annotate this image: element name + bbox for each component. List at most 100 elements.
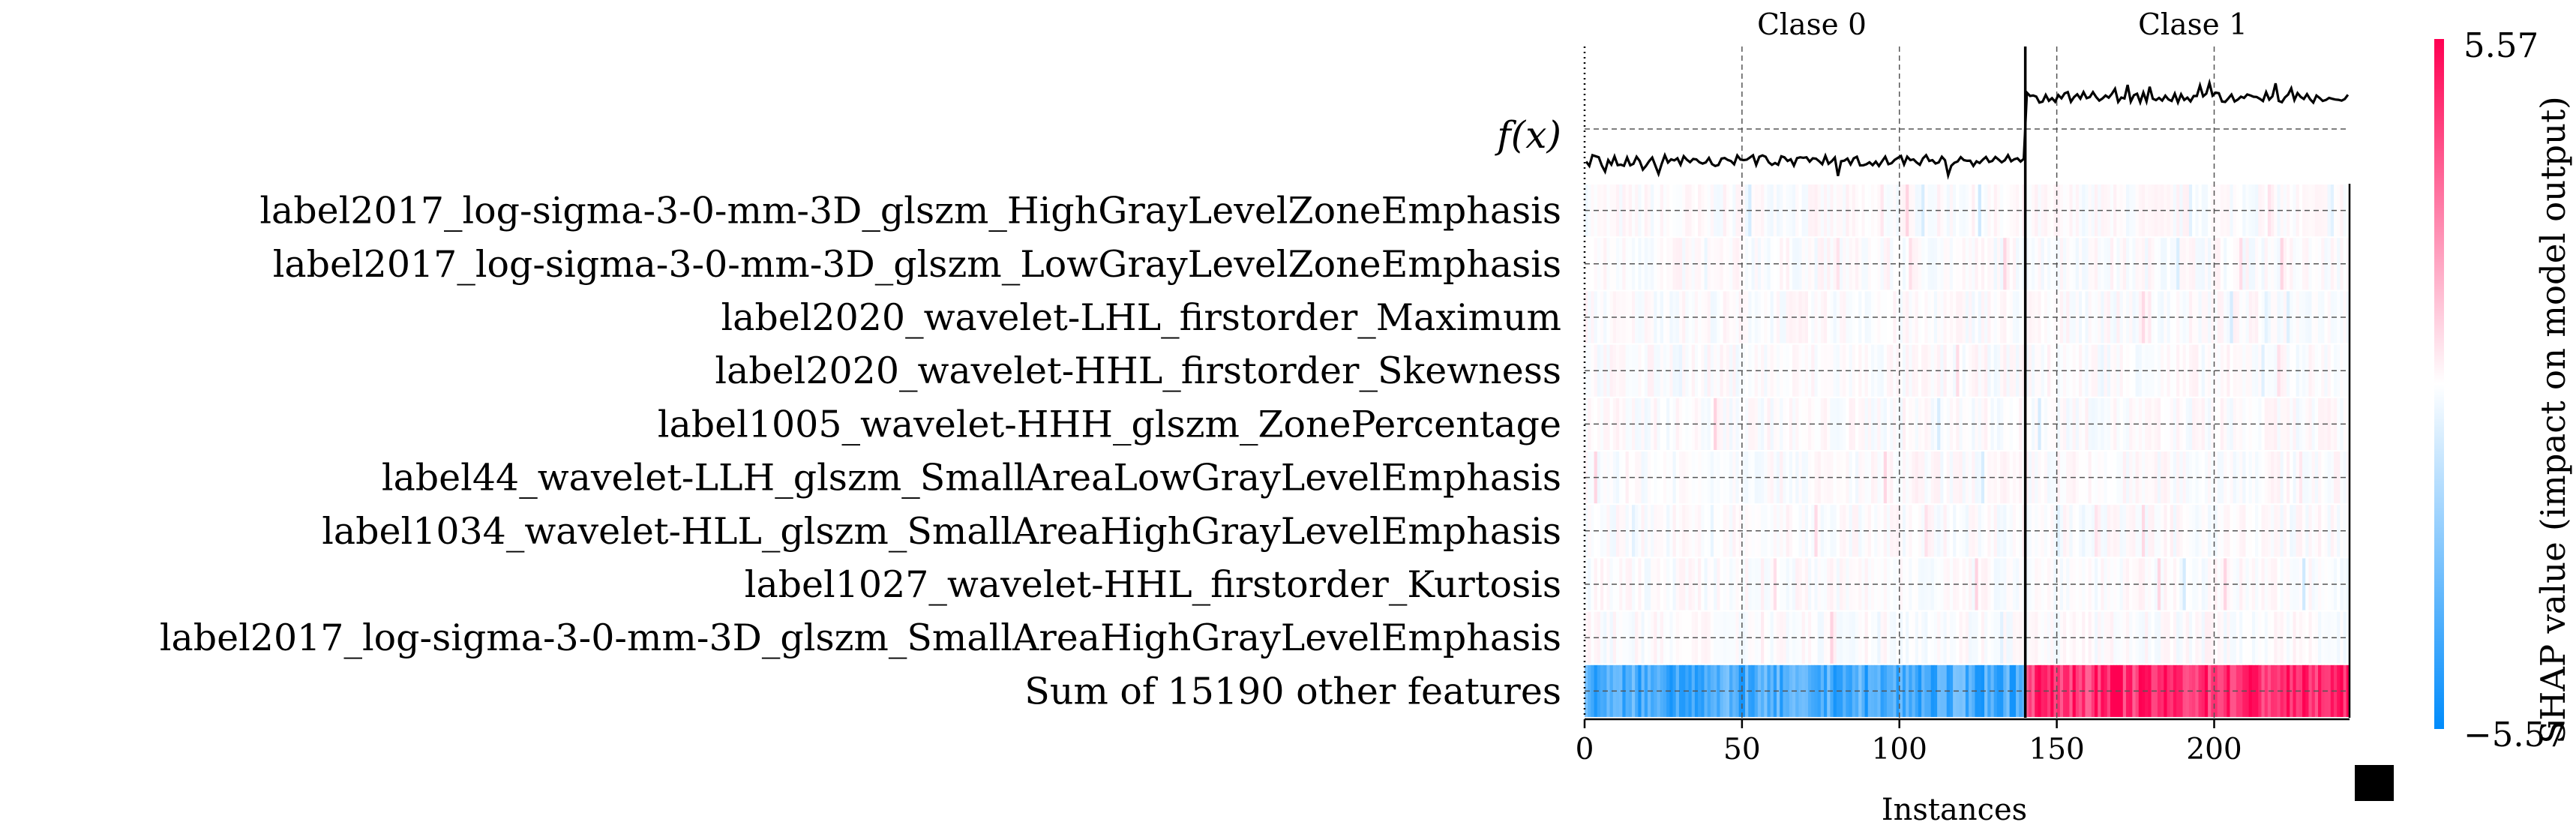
heatmap-cell bbox=[1672, 291, 1677, 344]
heatmap-cell bbox=[1824, 558, 1828, 610]
heatmap-cell bbox=[1959, 238, 1963, 290]
heatmap-cell bbox=[1924, 291, 1929, 344]
heatmap-cell bbox=[2264, 184, 2269, 237]
heatmap-cell bbox=[1798, 664, 1803, 717]
heatmap-cell bbox=[1867, 291, 1872, 344]
heatmap-cell bbox=[2302, 452, 2306, 504]
heatmap-cell bbox=[2220, 291, 2224, 344]
heatmap-cell bbox=[2003, 238, 2008, 290]
heatmap-cell bbox=[2337, 398, 2341, 450]
heatmap-cell bbox=[2066, 238, 2071, 290]
heatmap-cell bbox=[1969, 184, 1972, 237]
heatmap-cell bbox=[2056, 184, 2061, 237]
heatmap-cell bbox=[2293, 558, 2297, 610]
heatmap-cell bbox=[1635, 184, 1639, 237]
heatmap-cell bbox=[1833, 558, 1837, 610]
heatmap-cell bbox=[1930, 238, 1935, 290]
heatmap-cell bbox=[1660, 664, 1664, 717]
heatmap-cell bbox=[2302, 344, 2306, 397]
heatmap-cell bbox=[1717, 664, 1721, 717]
heatmap-cell bbox=[2337, 184, 2341, 237]
heatmap-cell bbox=[2274, 291, 2278, 344]
heatmap-cell bbox=[1833, 291, 1837, 344]
heatmap-cell bbox=[2075, 238, 2080, 290]
heatmap-cell bbox=[2056, 505, 2061, 557]
heatmap-cell bbox=[2293, 291, 2297, 344]
heatmap-cell bbox=[1663, 344, 1667, 397]
heatmap-cell bbox=[1635, 238, 1639, 290]
heatmap-cell bbox=[2066, 344, 2071, 397]
heatmap-cell bbox=[1663, 505, 1667, 557]
heatmap-cell bbox=[2050, 291, 2055, 344]
heatmap-cell bbox=[1984, 291, 1988, 344]
heatmap-cell bbox=[1669, 344, 1674, 397]
heatmap-cell bbox=[2041, 452, 2045, 504]
heatmap-cell bbox=[1726, 505, 1730, 557]
heatmap-cell bbox=[2041, 505, 2045, 557]
heatmap-cell bbox=[1795, 452, 1800, 504]
heatmap-cell bbox=[1717, 505, 1721, 557]
heatmap-cell bbox=[1678, 452, 1683, 504]
heatmap-cell bbox=[1906, 505, 1909, 557]
heatmap-cell bbox=[1688, 344, 1693, 397]
heatmap-cell bbox=[2346, 664, 2350, 717]
heatmap-cell bbox=[1672, 558, 1677, 610]
feature-label: label1005_wavelet-HHH_glszm_ZonePercenta… bbox=[658, 403, 1561, 446]
heatmap-cell bbox=[2230, 398, 2234, 450]
heatmap-cell bbox=[2148, 184, 2152, 237]
heatmap-cell bbox=[2003, 344, 2008, 397]
heatmap-cell bbox=[2283, 238, 2287, 290]
heatmap-cell bbox=[1707, 344, 1711, 397]
heatmap-cell bbox=[1761, 344, 1765, 397]
heatmap-cell bbox=[1735, 664, 1740, 717]
heatmap-cell bbox=[2274, 452, 2278, 504]
heatmap-cell bbox=[2201, 558, 2206, 610]
heatmap-cell bbox=[2003, 398, 2008, 450]
colorbar-min-label: −5.57 bbox=[2464, 715, 2567, 754]
heatmap-cell bbox=[1959, 505, 1963, 557]
heatmap-cell bbox=[1735, 611, 1740, 664]
heatmap-cell bbox=[2182, 291, 2187, 344]
heatmap-cell bbox=[1688, 664, 1693, 717]
heatmap-cell bbox=[2318, 558, 2322, 610]
heatmap-cell bbox=[2047, 291, 2051, 344]
heatmap-cell bbox=[1877, 398, 1882, 450]
heatmap-cell bbox=[2012, 664, 2017, 717]
heatmap-cell bbox=[2022, 184, 2026, 237]
heatmap-cell bbox=[1654, 505, 1658, 557]
heatmap-cell bbox=[1780, 558, 1784, 610]
heatmap-cell bbox=[1969, 238, 1972, 290]
heatmap-cell bbox=[2264, 238, 2269, 290]
heatmap-cell bbox=[1940, 291, 1945, 344]
heatmap-cell bbox=[1726, 558, 1730, 610]
heatmap-cell bbox=[1861, 398, 1866, 450]
heatmap-cell bbox=[1867, 505, 1872, 557]
heatmap-cell bbox=[1625, 398, 1630, 450]
heatmap-cell bbox=[2138, 344, 2143, 397]
heatmap-cell bbox=[2095, 398, 2098, 450]
heatmap-cell bbox=[2148, 344, 2152, 397]
heatmap-cell bbox=[2274, 398, 2278, 450]
heatmap-cell bbox=[2066, 291, 2071, 344]
heatmap-cell bbox=[2274, 344, 2278, 397]
heatmap-cell bbox=[1698, 452, 1702, 504]
heatmap-cell bbox=[2032, 611, 2035, 664]
heatmap-cell bbox=[1735, 184, 1740, 237]
heatmap-cell bbox=[1609, 238, 1614, 290]
heatmap-cell bbox=[2129, 291, 2133, 344]
heatmap-cell bbox=[1600, 238, 1604, 290]
heatmap-cell bbox=[2138, 558, 2143, 610]
heatmap-cell bbox=[1969, 664, 1972, 717]
heatmap-cell bbox=[1867, 664, 1872, 717]
heatmap-cell bbox=[2138, 664, 2143, 717]
heatmap-cell bbox=[1615, 398, 1620, 450]
heatmap-cell bbox=[2182, 344, 2187, 397]
heatmap-cell bbox=[1921, 664, 1925, 717]
heatmap-cell bbox=[2327, 611, 2332, 664]
heatmap-cell bbox=[1660, 398, 1664, 450]
heatmap-cell bbox=[1795, 505, 1800, 557]
heatmap-cell bbox=[2274, 558, 2278, 610]
heatmap-cell bbox=[1861, 452, 1866, 504]
heatmap-cell bbox=[1949, 344, 1954, 397]
heatmap-cell bbox=[1814, 184, 1819, 237]
